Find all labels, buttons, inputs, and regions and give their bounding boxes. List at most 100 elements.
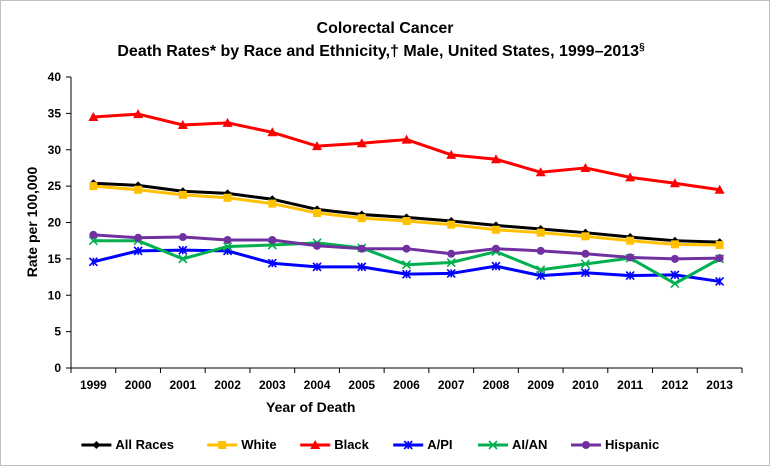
- legend-label-black: Black: [334, 437, 369, 452]
- data-point-a-pi: [357, 262, 367, 272]
- data-point-black: [669, 178, 680, 188]
- chart-title-line2-text: Death Rates* by Race and Ethnicity,† Mal…: [117, 43, 639, 60]
- x-tick-label: 2008: [483, 378, 510, 392]
- data-point-ai-an: [401, 260, 412, 270]
- data-point-white: [581, 232, 590, 241]
- data-point-black: [446, 149, 457, 159]
- y-axis-label: Rate per 100,000: [24, 167, 40, 278]
- data-point-hispanic: [581, 249, 590, 258]
- data-point-ai-an: [178, 254, 188, 264]
- x-tick-label: 2012: [662, 378, 689, 392]
- data-point-hispanic: [89, 230, 98, 239]
- data-point-white: [715, 241, 724, 250]
- legend-label-ai-an: AI/AN: [512, 437, 547, 452]
- data-point-a-pi: [670, 270, 680, 280]
- data-point-black: [535, 167, 546, 177]
- data-point-a-pi: [491, 261, 501, 271]
- x-tick-label: 1999: [80, 378, 107, 392]
- legend-marker-ai-an: [488, 440, 498, 450]
- legend-label-white: White: [241, 437, 276, 452]
- data-point-white: [178, 190, 187, 199]
- data-point-black: [88, 112, 99, 122]
- data-point-black: [356, 138, 367, 148]
- y-tick-label: 10: [48, 288, 62, 302]
- x-tick-label: 2003: [259, 378, 286, 392]
- data-point-a-pi: [580, 268, 590, 278]
- chart-title-sup: §: [639, 42, 645, 53]
- data-point-black: [401, 134, 412, 144]
- x-tick-label: 2009: [527, 378, 554, 392]
- y-tick-label: 30: [48, 143, 62, 157]
- legend-marker-white: [218, 441, 227, 449]
- data-point-a-pi: [133, 246, 143, 256]
- x-tick-label: 2002: [214, 378, 241, 392]
- chart-title-line2: Death Rates* by Race and Ethnicity,† Mal…: [117, 42, 645, 60]
- data-point-white: [402, 217, 411, 226]
- data-point-ai-an: [536, 265, 546, 275]
- data-point-white: [313, 209, 322, 218]
- data-point-black: [222, 117, 233, 127]
- x-tick-label: 2013: [706, 378, 733, 392]
- data-point-ai-an: [446, 257, 456, 268]
- data-point-hispanic: [223, 235, 232, 244]
- data-point-black: [714, 184, 725, 194]
- data-point-black: [133, 109, 144, 119]
- data-point-hispanic: [134, 233, 143, 242]
- legend-marker-black: [310, 440, 321, 449]
- data-point-hispanic: [536, 246, 545, 255]
- x-tick-label: 2010: [572, 378, 599, 392]
- data-point-hispanic: [268, 235, 277, 244]
- legend-marker-a-pi: [403, 440, 413, 450]
- data-point-white: [268, 199, 277, 208]
- data-point-ai-an: [88, 236, 98, 246]
- data-point-hispanic: [402, 244, 411, 253]
- legend-label-a-pi: A/PI: [427, 437, 452, 452]
- data-point-ai-an: [223, 241, 233, 252]
- legend-marker-all-races: [92, 441, 101, 449]
- data-point-a-pi: [401, 269, 412, 279]
- data-point-hispanic: [357, 244, 366, 253]
- data-point-black: [312, 141, 323, 151]
- y-tick-label: 20: [48, 216, 62, 230]
- data-point-hispanic: [715, 254, 724, 263]
- data-point-black: [177, 120, 188, 130]
- y-tick-label: 25: [48, 179, 62, 193]
- y-tick-label: 0: [54, 361, 61, 375]
- data-point-hispanic: [626, 253, 635, 262]
- data-point-black: [267, 127, 278, 137]
- chart-title-line1: Colorectal Cancer: [317, 20, 454, 37]
- data-point-white: [536, 228, 545, 237]
- y-tick-label: 5: [54, 325, 61, 339]
- plot-area: 0 5 10 15 20 25 30 35 40 1999 2000 2001 2002 2003 2004…: [48, 70, 743, 392]
- y-tick-label: 40: [48, 70, 62, 84]
- data-point-a-pi: [312, 262, 322, 272]
- y-tick-label: 35: [48, 106, 62, 120]
- data-point-a-pi: [446, 268, 456, 278]
- data-point-hispanic: [670, 254, 679, 263]
- legend-label-all-races: All Races: [115, 437, 174, 452]
- x-axis-label: Year of Death: [266, 399, 355, 415]
- x-tick-label: 2005: [348, 378, 375, 392]
- data-point-white: [626, 236, 635, 245]
- data-point-a-pi: [267, 258, 277, 268]
- y-tick-label: 15: [48, 252, 62, 266]
- data-point-white: [134, 185, 143, 194]
- x-tick-label: 2011: [617, 378, 643, 392]
- data-point-a-pi: [178, 245, 188, 255]
- data-point-a-pi: [715, 276, 725, 286]
- x-tick-label: 2004: [304, 378, 331, 392]
- data-point-hispanic: [313, 241, 322, 250]
- data-point-black: [625, 172, 636, 182]
- legend-label-hispanic: Hispanic: [605, 437, 659, 452]
- x-tick-label: 2000: [125, 378, 152, 392]
- data-point-black: [490, 154, 501, 164]
- data-point-a-pi: [625, 271, 635, 281]
- data-point-white: [491, 225, 500, 234]
- data-point-ai-an: [580, 259, 590, 269]
- data-point-hispanic: [178, 233, 187, 242]
- data-point-black: [580, 162, 591, 172]
- series-line-black: [93, 112, 720, 192]
- data-point-hispanic: [447, 249, 456, 258]
- data-point-white: [357, 214, 366, 223]
